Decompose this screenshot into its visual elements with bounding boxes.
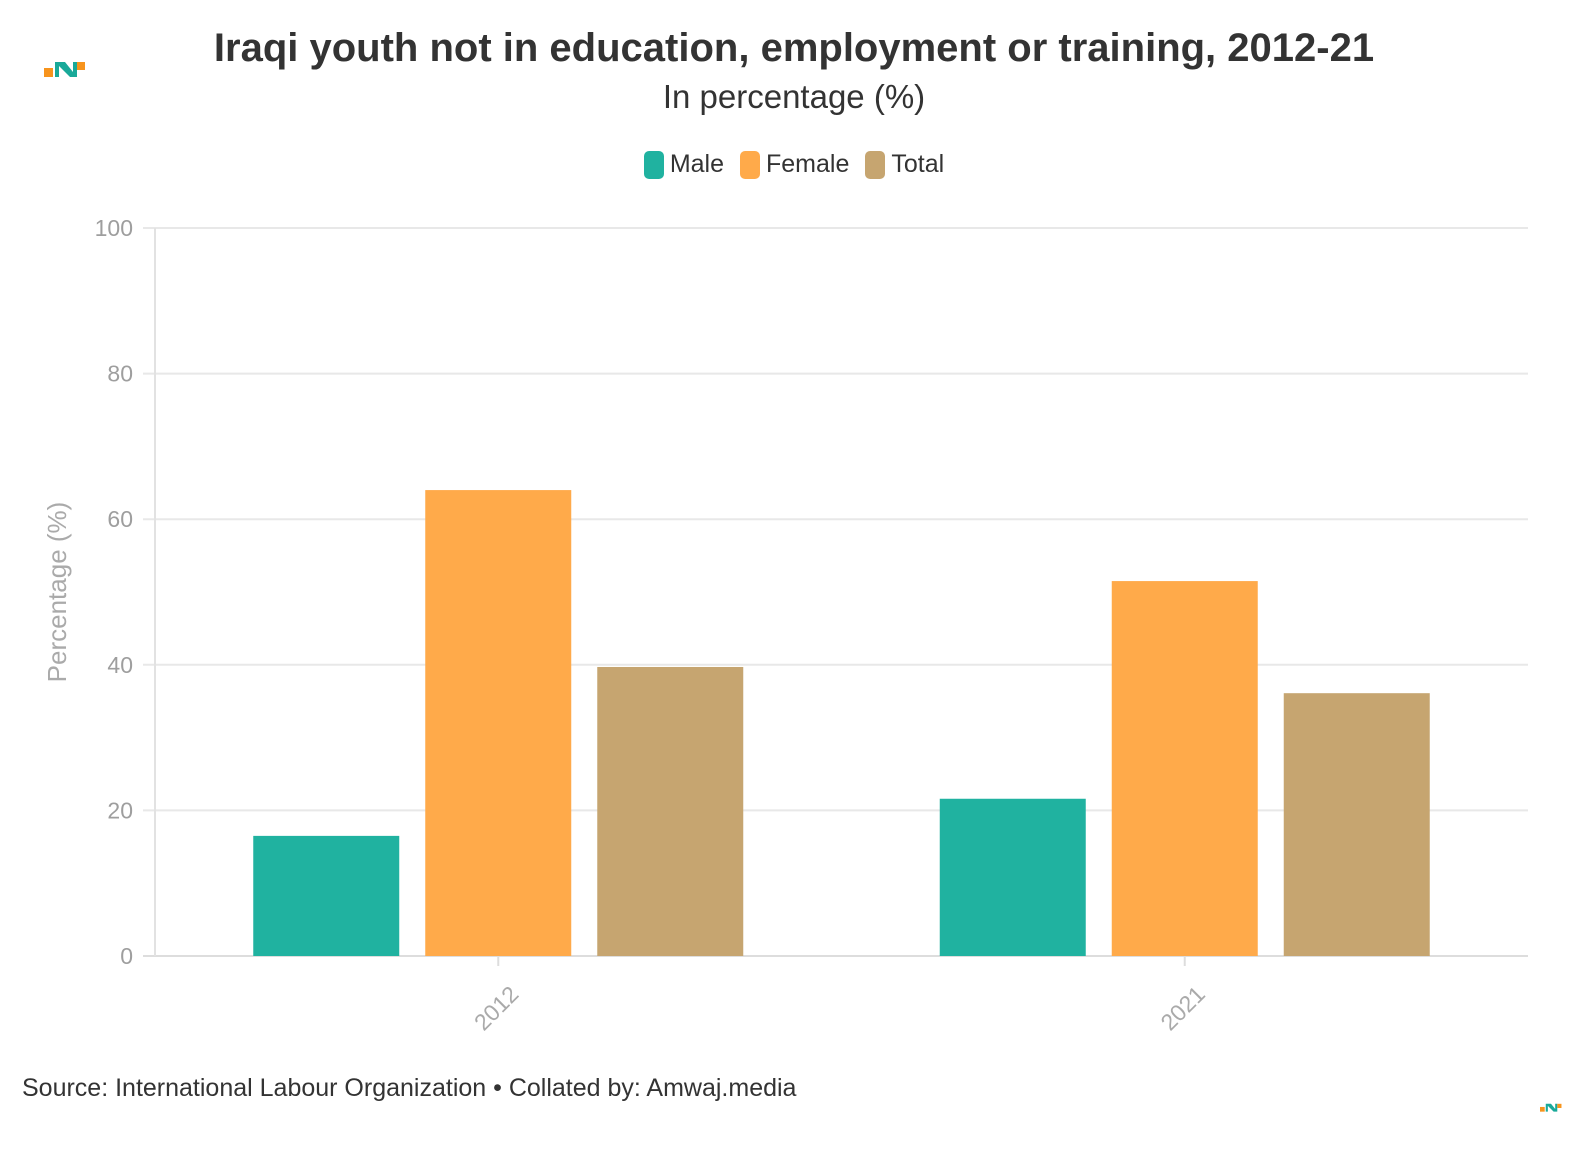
x-tick-label: 2012: [469, 981, 524, 1036]
legend-swatch-male: [643, 150, 664, 179]
amwaj-logo-small-icon: [1540, 1101, 1562, 1113]
legend: Male Female Total: [0, 150, 1588, 179]
legend-item-female[interactable]: Female: [740, 150, 849, 179]
y-tick-label: 80: [107, 361, 133, 387]
bar-total-2012: [597, 666, 744, 956]
amwaj-logo-icon: [44, 60, 86, 80]
chart-subtitle: In percentage (%): [662, 78, 926, 115]
x-tick-label: 2021: [1155, 981, 1210, 1036]
bar-female-2021: [1111, 581, 1258, 956]
chart-title: Iraqi youth not in education, employment…: [213, 26, 1375, 70]
y-tick-label: 20: [107, 797, 133, 823]
legend-label-female: Female: [766, 150, 850, 178]
bar-total-2021: [1283, 693, 1430, 956]
bar-male-2021: [939, 798, 1086, 956]
legend-label-total: Total: [891, 150, 945, 178]
y-tick-label: 0: [120, 943, 133, 969]
y-tick-label: 60: [107, 506, 133, 532]
y-tick-label: 100: [95, 215, 133, 241]
y-tick-label: 40: [107, 652, 133, 678]
legend-swatch-total: [865, 150, 886, 179]
y-axis-title: Percentage (%): [42, 502, 72, 683]
legend-label-male: Male: [669, 150, 724, 178]
bar-male-2012: [253, 835, 400, 956]
legend-item-total[interactable]: Total: [865, 150, 944, 179]
legend-swatch-female: [740, 150, 760, 179]
legend-item-male[interactable]: Male: [643, 150, 724, 179]
bar-female-2012: [425, 490, 572, 956]
source-note: Source: International Labour Organizatio…: [22, 1074, 797, 1102]
